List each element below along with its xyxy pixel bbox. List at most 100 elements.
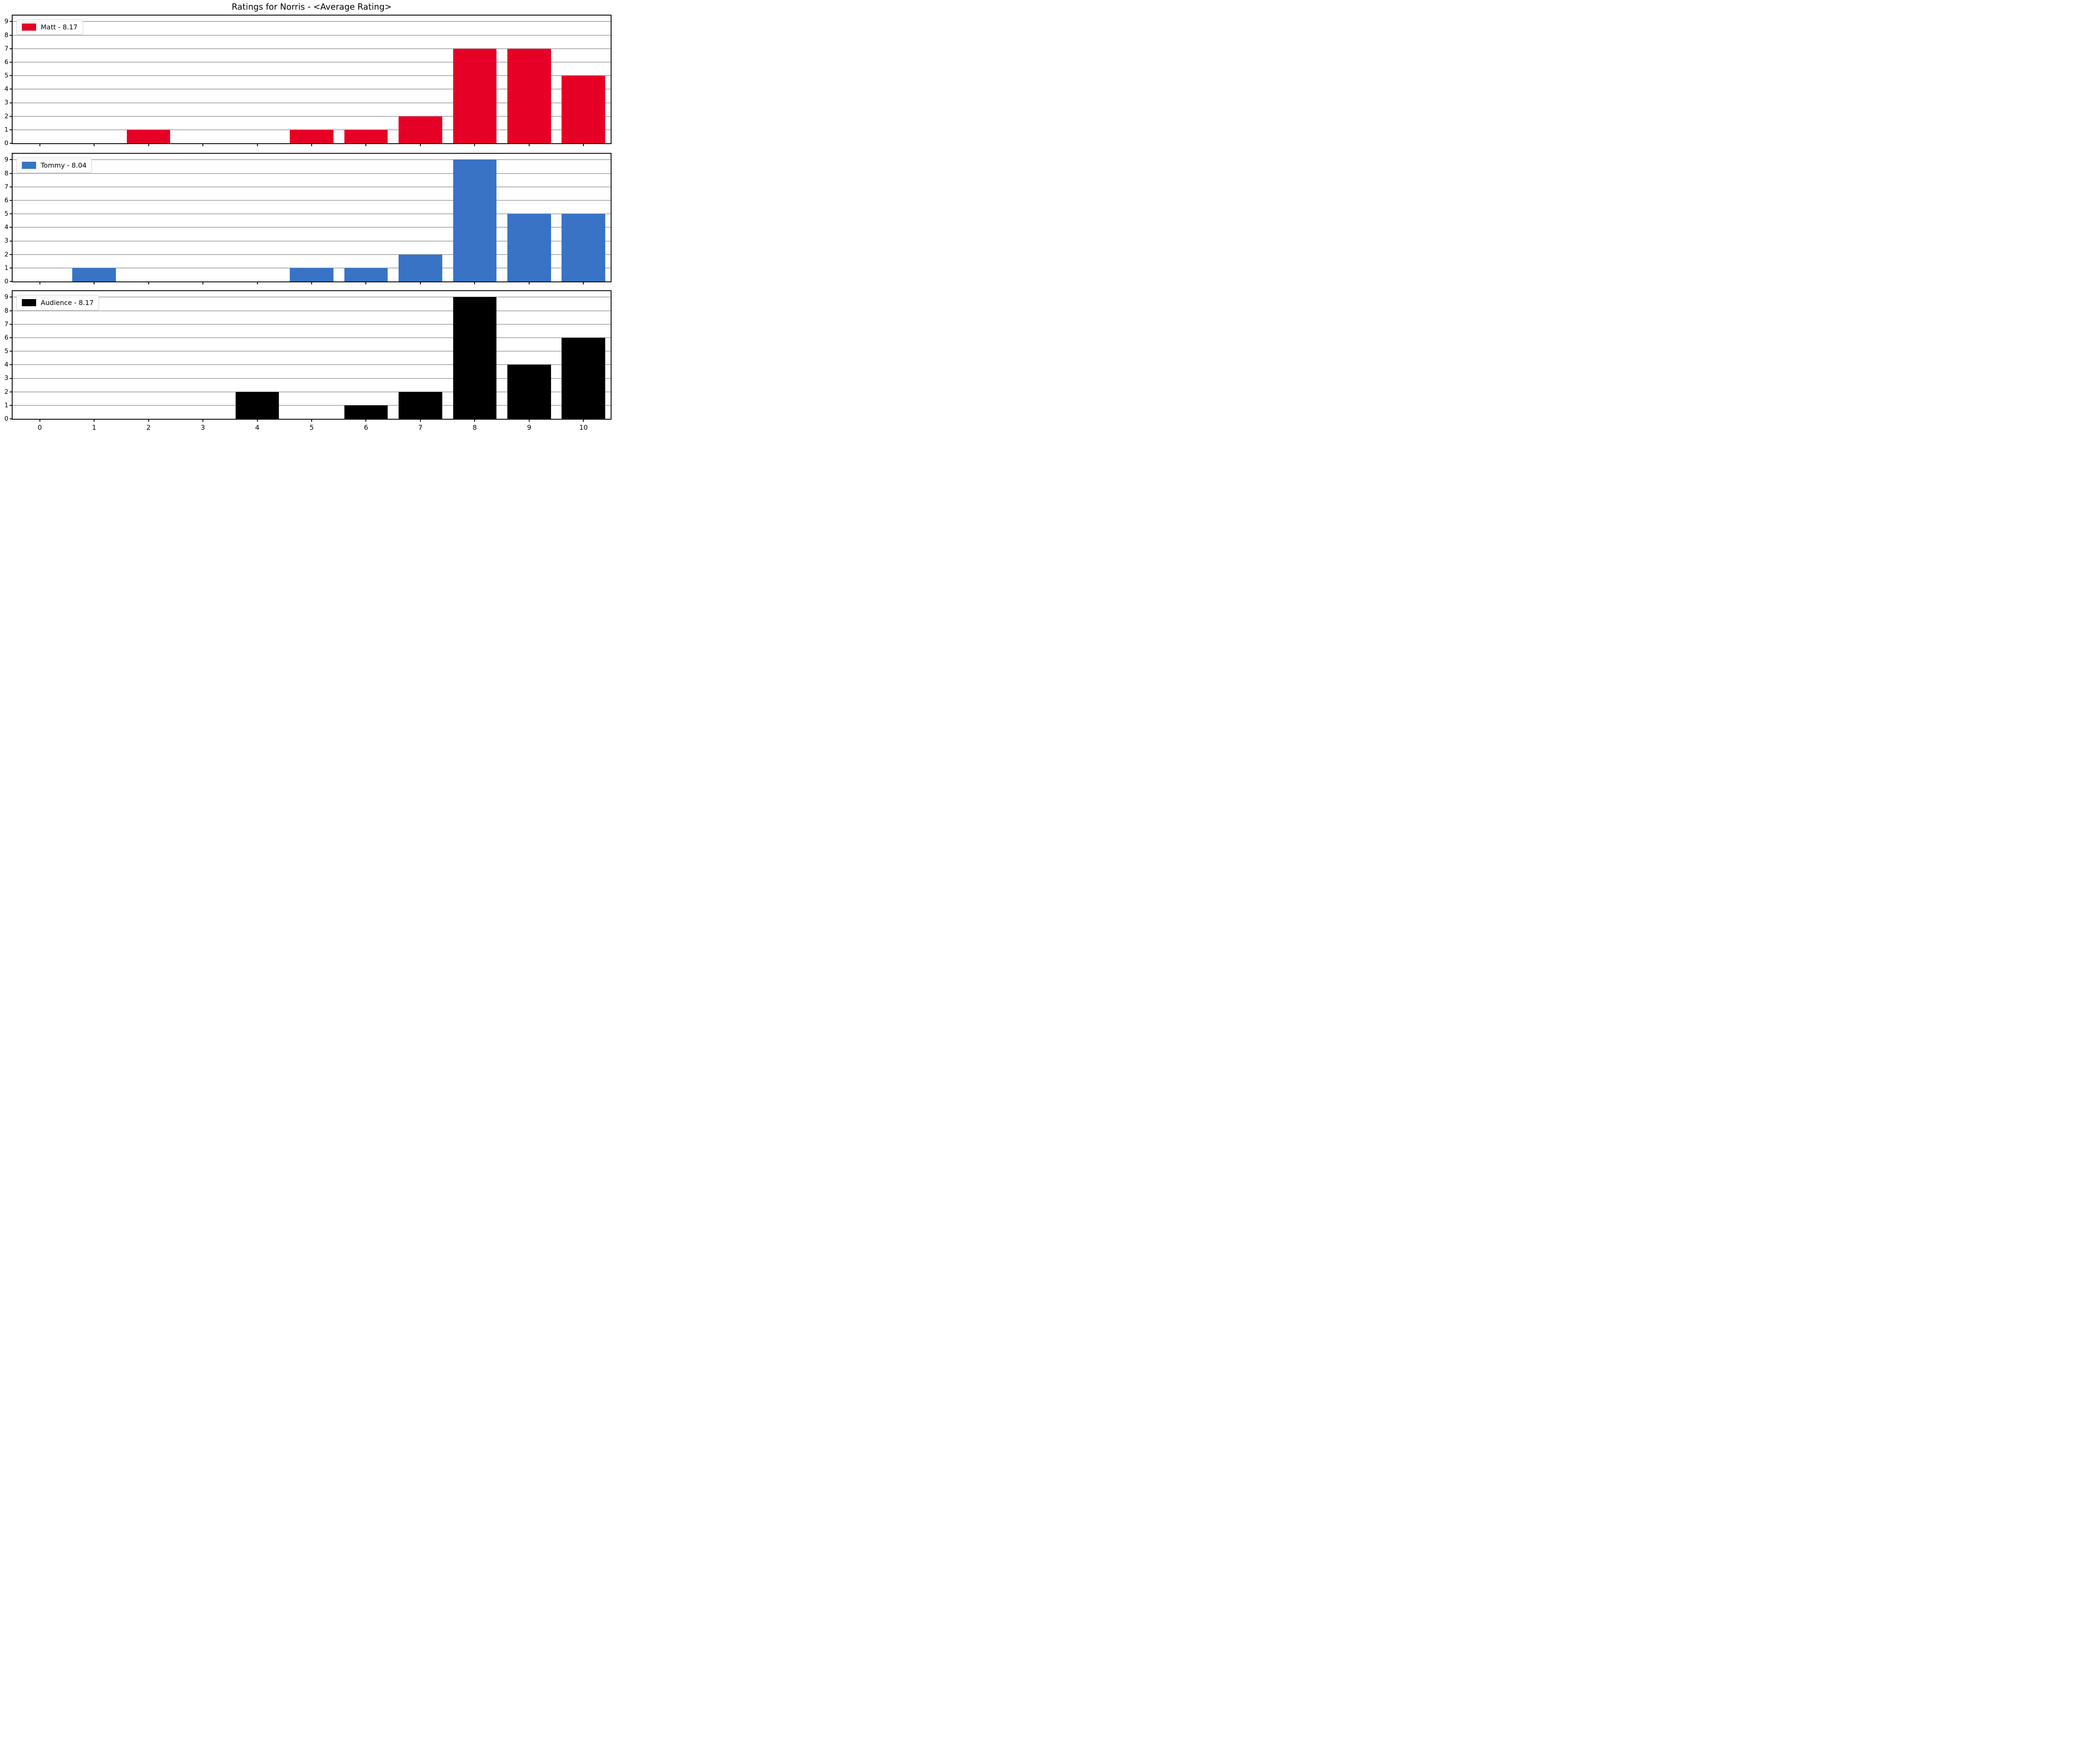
x-tick-mark-2	[148, 144, 149, 146]
y-tick-mark-6	[10, 61, 12, 63]
bar-matt-x10	[562, 76, 606, 143]
bar-matt-x8	[453, 48, 497, 143]
legend-audience: Audience - 8.17	[16, 295, 99, 310]
x-tick-mark-2	[148, 420, 149, 422]
legend-swatch-audience	[22, 299, 36, 306]
gridline-y7	[13, 323, 611, 325]
y-tick-mark-1	[10, 129, 12, 130]
x-tick-label-10: 10	[579, 423, 588, 431]
bar-matt-x6	[344, 129, 388, 143]
x-tick-mark-9	[528, 420, 530, 422]
gridline-y2	[13, 116, 611, 117]
x-tick-label-9: 9	[527, 423, 531, 431]
y-tick-mark-1	[10, 405, 12, 406]
gridline-y5	[13, 213, 611, 215]
y-tick-label-6: 6	[4, 334, 8, 342]
bar-tommy-x9	[507, 214, 551, 281]
legend-label-tommy: Tommy - 8.04	[41, 161, 87, 169]
y-tick-label-6: 6	[4, 58, 8, 66]
plot-area-matt: Matt - 8.17 0 1 2 3 4 5 6 7 8 9	[4, 15, 612, 146]
x-tick-mark-4	[257, 144, 258, 146]
y-tick-label-9: 9	[4, 155, 8, 163]
chart-title: Ratings for Norris - <Average Rating>	[231, 2, 392, 12]
y-tick-label-1: 1	[4, 126, 8, 134]
x-tick-mark-5	[311, 144, 312, 146]
x-tick-mark-3	[202, 282, 204, 284]
subplot-audience: Audience - 8.17 0 1 2 3 4 5 6 7 8 9 0 1 2 3 4 5 6 7 8 9 10	[0, 290, 614, 431]
bar-audience-x10	[562, 337, 606, 419]
gridline-y3	[13, 102, 611, 103]
x-tick-label-1: 1	[92, 423, 97, 431]
gridline-y9	[13, 21, 611, 22]
legend-swatch-matt	[22, 24, 36, 31]
x-tick-mark-8	[474, 144, 475, 146]
y-tick-label-0: 0	[4, 139, 8, 147]
y-tick-label-9: 9	[4, 293, 8, 301]
y-tick-mark-0	[10, 418, 12, 419]
gridline-y9	[13, 159, 611, 160]
x-tick-mark-0	[39, 144, 40, 146]
x-tick-mark-7	[420, 420, 421, 422]
subplot-tommy: Tommy - 8.04 0 1 2 3 4 5 6 7 8 9	[0, 153, 614, 285]
x-tick-mark-9	[528, 144, 530, 146]
gridline-y6	[13, 61, 611, 63]
y-tick-mark-9	[10, 159, 12, 160]
bar-matt-x2	[126, 129, 171, 143]
plot-area-audience: Audience - 8.17 0 1 2 3 4 5 6 7 8 9 0 1 2 3 4 5 6 7 8 9 10	[4, 290, 612, 431]
y-tick-label-7: 7	[4, 45, 8, 53]
x-tick-mark-0	[39, 420, 40, 422]
x-tick-mark-7	[420, 282, 421, 284]
bar-audience-x4	[235, 392, 279, 419]
y-tick-label-5: 5	[4, 71, 8, 79]
y-tick-mark-3	[10, 378, 12, 379]
y-tick-mark-7	[10, 323, 12, 325]
y-tick-mark-3	[10, 102, 12, 103]
y-tick-label-7: 7	[4, 183, 8, 191]
subplot-matt: Matt - 8.17 0 1 2 3 4 5 6 7 8 9	[0, 15, 614, 146]
gridline-y3	[13, 240, 611, 242]
x-tick-mark-4	[257, 282, 258, 284]
x-tick-label-0: 0	[37, 423, 42, 431]
x-tick-mark-5	[311, 420, 312, 422]
y-tick-label-8: 8	[4, 169, 8, 177]
bar-audience-x7	[399, 392, 442, 419]
bar-audience-x6	[344, 405, 388, 419]
x-tick-mark-4	[257, 420, 258, 422]
y-tick-label-2: 2	[4, 112, 8, 120]
bar-tommy-x10	[562, 214, 606, 281]
y-tick-label-3: 3	[4, 237, 8, 244]
legend-matt: Matt - 8.17	[16, 19, 83, 35]
gridline-y2	[13, 254, 611, 255]
y-tick-label-3: 3	[4, 98, 8, 106]
gridline-y5	[13, 351, 611, 352]
y-tick-label-8: 8	[4, 31, 8, 39]
y-tick-label-0: 0	[4, 277, 8, 285]
gridline-y3	[13, 378, 611, 379]
x-tick-mark-6	[365, 282, 367, 284]
y-tick-label-1: 1	[4, 401, 8, 409]
bar-matt-x7	[399, 116, 442, 143]
x-tick-label-4: 4	[255, 423, 260, 431]
x-tick-mark-8	[474, 420, 475, 422]
y-tick-label-9: 9	[4, 17, 8, 25]
gridline-y4	[13, 364, 611, 365]
bar-tommy-x1	[72, 268, 116, 281]
bar-matt-x9	[507, 48, 551, 143]
x-tick-label-8: 8	[472, 423, 477, 431]
y-tick-mark-0	[10, 143, 12, 144]
x-tick-label-7: 7	[418, 423, 423, 431]
bar-tommy-x8	[453, 160, 497, 281]
x-tick-mark-2	[148, 282, 149, 284]
legend-label-audience: Audience - 8.17	[41, 299, 94, 307]
y-tick-mark-3	[10, 240, 12, 242]
y-tick-mark-9	[10, 21, 12, 22]
y-tick-label-8: 8	[4, 307, 8, 315]
y-tick-mark-0	[10, 281, 12, 282]
x-tick-mark-6	[365, 144, 367, 146]
legend-label-matt: Matt - 8.17	[41, 23, 78, 31]
x-tick-label-2: 2	[146, 423, 151, 431]
x-tick-mark-9	[528, 282, 530, 284]
x-tick-mark-6	[365, 420, 367, 422]
y-tick-label-4: 4	[4, 85, 8, 93]
bar-tommy-x7	[399, 254, 442, 281]
